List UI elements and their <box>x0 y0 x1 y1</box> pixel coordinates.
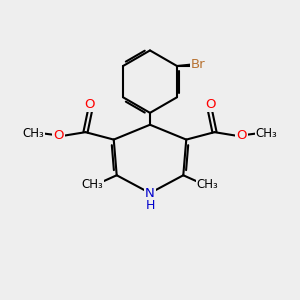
Text: H: H <box>145 199 155 212</box>
Text: Br: Br <box>191 58 206 71</box>
Text: CH₃: CH₃ <box>22 127 44 140</box>
Text: CH₃: CH₃ <box>197 178 218 191</box>
Text: O: O <box>205 98 215 111</box>
Text: N: N <box>145 187 155 200</box>
Text: O: O <box>236 129 247 142</box>
Text: CH₃: CH₃ <box>256 127 278 140</box>
Text: O: O <box>85 98 95 111</box>
Text: CH₃: CH₃ <box>82 178 103 191</box>
Text: O: O <box>53 129 64 142</box>
